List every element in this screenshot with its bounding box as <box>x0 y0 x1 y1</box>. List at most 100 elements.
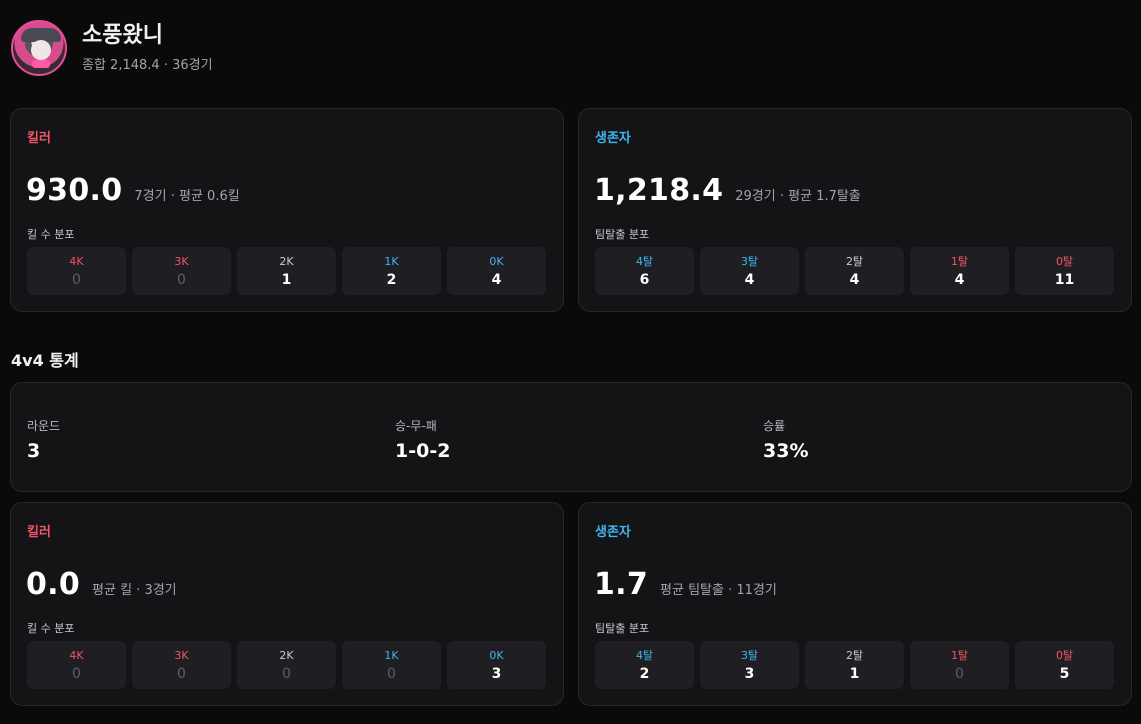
dist-cell-value: 0 <box>72 271 81 288</box>
dist-cell-label: 4탈 <box>635 648 654 662</box>
profile-header: 소풍왔니 종합 2,148.4 · 36경기 <box>11 20 213 76</box>
dist-cell-0k: 0K 4 <box>447 247 546 295</box>
dist-cell-0k: 0K 3 <box>447 641 546 689</box>
dist-cell-0e: 0탈 11 <box>1015 247 1114 295</box>
dist-cell-value: 4 <box>744 271 755 288</box>
dist-cell-1k: 1K 0 <box>342 641 441 689</box>
killer-score: 0.0 <box>26 567 81 602</box>
dist-cell-1k: 1K 2 <box>342 247 441 295</box>
4v4-survivor-card: 생존자 1.7 평균 팀탈출 · 11경기 팀탈출 분포 4탈 2 3탈 3 2탈 1… <box>578 502 1132 706</box>
dist-cell-value: 11 <box>1054 271 1075 288</box>
role-label: 킬러 <box>27 525 51 540</box>
dist-cell-value: 2 <box>386 271 397 288</box>
dist-cell-label: 2탈 <box>845 648 864 662</box>
survivor-score: 1.7 <box>594 567 649 602</box>
score-row: 1.7 평균 팀탈출 · 11경기 <box>594 567 777 602</box>
survivor-meta: 평균 팀탈출 · 11경기 <box>660 583 777 598</box>
overall-survivor-card: 생존자 1,218.4 29경기 · 평균 1.7탈출 팀탈출 분포 4탈 6 3… <box>578 108 1132 312</box>
4v4-stats-card: 라운드 3 승-무-패 1-0-2 승률 33% <box>10 382 1132 492</box>
dist-cell-value: 0 <box>955 665 964 682</box>
dist-cell-label: 1K <box>384 648 399 662</box>
distribution-label: 팀탈출 분포 <box>595 622 650 635</box>
escape-distribution: 4탈 2 3탈 3 2탈 1 1탈 0 0탈 5 <box>595 641 1114 689</box>
dist-cell-value: 4 <box>954 271 965 288</box>
dist-cell-1e: 1탈 0 <box>910 641 1009 689</box>
killer-score: 930.0 <box>26 173 123 208</box>
escape-distribution: 4탈 6 3탈 4 2탈 4 1탈 4 0탈 11 <box>595 247 1114 295</box>
section-title-4v4: 4v4 통계 <box>11 351 79 370</box>
dist-cell-value: 4 <box>491 271 502 288</box>
killer-meta: 평균 킬 · 3경기 <box>92 583 177 598</box>
dist-cell-label: 4탈 <box>635 254 654 268</box>
role-label: 킬러 <box>27 131 51 146</box>
dist-cell-2e: 2탈 1 <box>805 641 904 689</box>
stat-value: 3 <box>27 440 41 462</box>
dist-cell-label: 4K <box>69 254 84 268</box>
score-row: 0.0 평균 킬 · 3경기 <box>26 567 177 602</box>
dist-cell-2k: 2K 0 <box>237 641 336 689</box>
dist-cell-value: 2 <box>639 665 650 682</box>
avatar[interactable] <box>11 20 67 76</box>
stat-label: 승률 <box>763 419 786 433</box>
distribution-label: 팀탈출 분포 <box>595 228 650 241</box>
kill-distribution: 4K 0 3K 0 2K 1 1K 2 0K 4 <box>27 247 546 295</box>
stat-label: 라운드 <box>27 419 61 433</box>
dist-cell-0e: 0탈 5 <box>1015 641 1114 689</box>
dist-cell-value: 1 <box>281 271 292 288</box>
4v4-killer-card: 킬러 0.0 평균 킬 · 3경기 킬 수 분포 4K 0 3K 0 2K 0 1K 0… <box>10 502 564 706</box>
distribution-label: 킬 수 분포 <box>27 622 75 635</box>
stat-record: 승-무-패 1-0-2 <box>395 417 450 462</box>
avatar-hair <box>21 28 61 42</box>
dist-cell-4k: 4K 0 <box>27 641 126 689</box>
avatar-face <box>31 40 51 60</box>
dist-cell-value: 0 <box>282 665 291 682</box>
dist-cell-3e: 3탈 4 <box>700 247 799 295</box>
dist-cell-2e: 2탈 4 <box>805 247 904 295</box>
dist-cell-value: 0 <box>72 665 81 682</box>
stat-value: 33% <box>763 440 809 462</box>
dist-cell-label: 2K <box>279 254 294 268</box>
dist-cell-label: 3탈 <box>740 254 759 268</box>
dist-cell-value: 6 <box>639 271 650 288</box>
profile-title: 소풍왔니 종합 2,148.4 · 36경기 <box>82 23 213 73</box>
dist-cell-label: 3K <box>174 254 189 268</box>
stat-rounds: 라운드 3 <box>27 417 60 462</box>
dist-cell-label: 0K <box>489 254 504 268</box>
overall-killer-card: 킬러 930.0 7경기 · 평균 0.6킬 킬 수 분포 4K 0 3K 0 2K… <box>10 108 564 312</box>
dist-cell-label: 1탈 <box>950 254 969 268</box>
dist-cell-value: 0 <box>177 271 186 288</box>
survivor-score: 1,218.4 <box>594 173 724 208</box>
player-name: 소풍왔니 <box>82 23 163 48</box>
role-label: 생존자 <box>595 525 631 540</box>
dist-cell-2k: 2K 1 <box>237 247 336 295</box>
dist-cell-1e: 1탈 4 <box>910 247 1009 295</box>
dist-cell-label: 3K <box>174 648 189 662</box>
score-row: 930.0 7경기 · 평균 0.6킬 <box>26 173 240 208</box>
stat-label: 승-무-패 <box>395 419 437 433</box>
killer-meta: 7경기 · 평균 0.6킬 <box>134 189 240 204</box>
dist-cell-4e: 4탈 2 <box>595 641 694 689</box>
dist-cell-label: 4K <box>69 648 84 662</box>
distribution-label: 킬 수 분포 <box>27 228 75 241</box>
dist-cell-label: 0탈 <box>1055 254 1074 268</box>
dist-cell-3k: 3K 0 <box>132 247 231 295</box>
dist-cell-4e: 4탈 6 <box>595 247 694 295</box>
dist-cell-value: 0 <box>177 665 186 682</box>
score-row: 1,218.4 29경기 · 평균 1.7탈출 <box>594 173 861 208</box>
stat-value: 1-0-2 <box>395 440 451 462</box>
stat-winrate: 승률 33% <box>763 417 808 462</box>
kill-distribution: 4K 0 3K 0 2K 0 1K 0 0K 3 <box>27 641 546 689</box>
dist-cell-4k: 4K 0 <box>27 247 126 295</box>
dist-cell-value: 3 <box>744 665 755 682</box>
dist-cell-value: 1 <box>849 665 860 682</box>
dist-cell-value: 3 <box>491 665 502 682</box>
dist-cell-label: 0탈 <box>1055 648 1074 662</box>
dist-cell-3k: 3K 0 <box>132 641 231 689</box>
player-summary: 종합 2,148.4 · 36경기 <box>82 58 213 73</box>
dist-cell-label: 1K <box>384 254 399 268</box>
dist-cell-value: 4 <box>849 271 860 288</box>
dist-cell-label: 3탈 <box>740 648 759 662</box>
avatar-bow <box>32 60 50 68</box>
dist-cell-label: 2탈 <box>845 254 864 268</box>
dist-cell-3e: 3탈 3 <box>700 641 799 689</box>
